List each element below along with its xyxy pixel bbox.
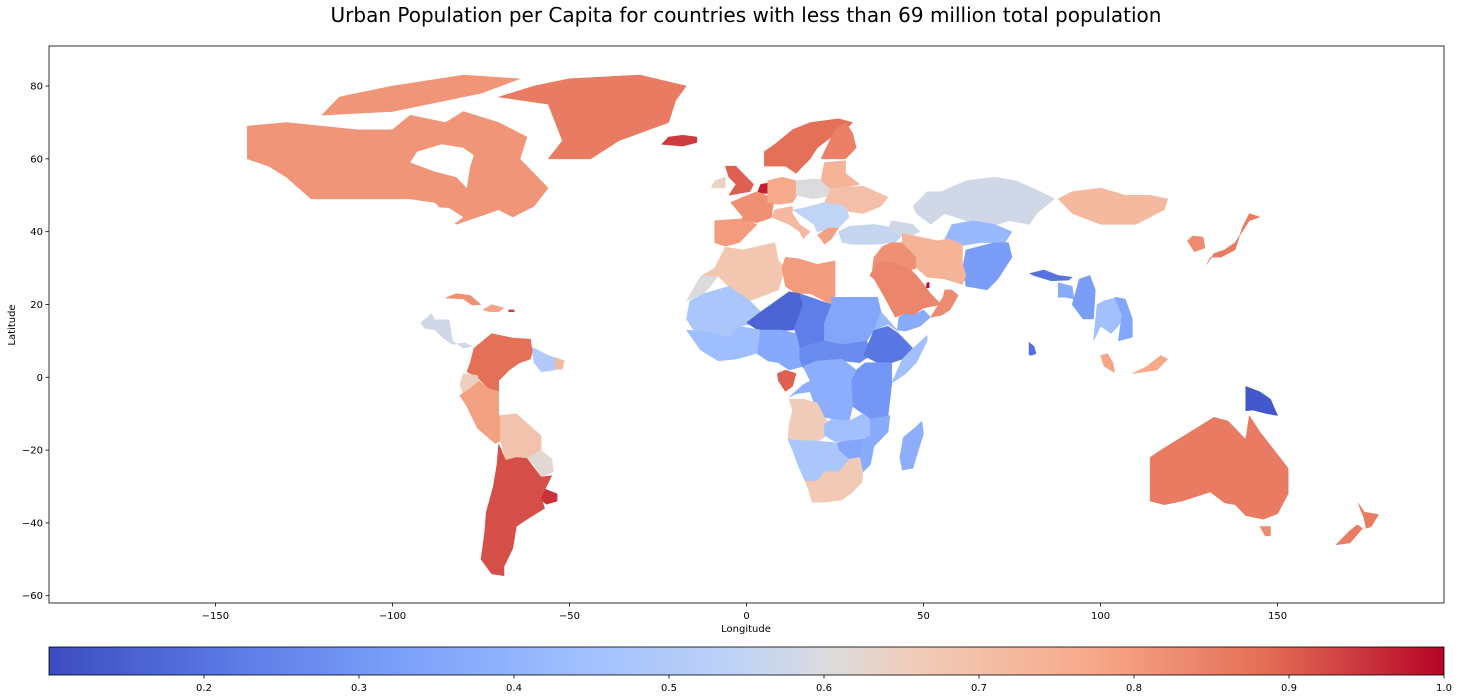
chart-title: Urban Population per Capita for countrie…: [331, 3, 1162, 27]
country-greece: [816, 227, 840, 245]
colorbar-tick-label: 0.6: [816, 683, 832, 694]
country-venezuela-colombia: [466, 333, 533, 393]
country-kenya-tanzania: [850, 362, 892, 420]
x-tick-label: −100: [379, 611, 406, 622]
country-paraguay: [526, 449, 554, 478]
country-tasmania: [1259, 526, 1271, 537]
y-axis-label: Latitude: [7, 304, 18, 345]
water-body: [410, 144, 474, 188]
country-italy: [770, 205, 811, 240]
country-hispaniola: [482, 304, 505, 313]
y-tick-label: 40: [30, 227, 43, 238]
country-baltics-belarus: [820, 160, 861, 191]
country-sri-lanka: [1028, 341, 1037, 356]
country-western-sahara: [685, 276, 719, 302]
colorbar-tick-label: 0.5: [661, 683, 677, 694]
country-korea: [1186, 235, 1206, 253]
country-canada-arctic: [320, 74, 520, 116]
country-afghanistan-pakistan: [962, 242, 1013, 291]
country-cuba-caribbean: [445, 293, 482, 306]
country-greenland: [498, 74, 687, 160]
country-bangladesh: [1057, 282, 1075, 300]
country-madagascar: [899, 420, 924, 471]
country-vietnam: [1114, 296, 1133, 342]
x-tick-label: 150: [1268, 611, 1287, 622]
y-axis-ticks: −60 −40 −20 0 20 40 60 80: [22, 82, 49, 602]
country-myanmar: [1071, 275, 1096, 320]
y-tick-label: −60: [22, 591, 43, 602]
country-guiana: [555, 356, 565, 370]
y-tick-label: 60: [30, 154, 43, 165]
country-mongolia: [1057, 187, 1169, 225]
country-germany-central: [767, 176, 800, 205]
colorbar-ticks: 0.2 0.3 0.4 0.5 0.6 0.7 0.8 0.9 1.0: [196, 675, 1452, 694]
country-japan: [1206, 213, 1261, 265]
country-uk: [724, 165, 754, 196]
x-tick-label: 0: [743, 611, 749, 622]
country-finland: [820, 122, 857, 160]
country-turkey-region: [838, 224, 903, 245]
country-balkans: [791, 202, 850, 232]
country-congo: [788, 358, 857, 422]
colorbar-tick-label: 0.8: [1126, 683, 1142, 694]
country-kazakhstan: [912, 176, 1055, 229]
country-somalia: [891, 334, 928, 384]
colorbar-tick-label: 0.7: [971, 683, 987, 694]
country-france: [730, 191, 776, 223]
y-tick-label: −40: [22, 518, 43, 529]
colorbar-tick-label: 0.2: [196, 683, 212, 694]
colorbar-tick-label: 0.3: [351, 683, 367, 694]
country-iceland-north-isle: [534, 74, 641, 87]
country-chile-argentina: [480, 443, 553, 576]
country-borneo-malaysia: [1132, 355, 1169, 374]
colorbar-tick-label: 1.0: [1436, 683, 1452, 694]
water-body: [420, 206, 464, 225]
country-nepal-bhutan: [1029, 269, 1073, 282]
country-oman: [930, 289, 959, 318]
country-malaysia: [1100, 353, 1116, 374]
colorbar: [48, 646, 1445, 676]
country-regions: [247, 74, 1379, 576]
country-iran: [902, 233, 967, 285]
country-iberia: [714, 218, 758, 247]
country-iceland: [660, 134, 698, 147]
y-tick-label: 20: [30, 300, 43, 311]
country-canada: [247, 111, 549, 225]
country-ireland: [710, 176, 726, 189]
country-australia: [1149, 414, 1289, 520]
country-mozambique: [859, 415, 891, 473]
country-puerto-rico: [508, 309, 515, 313]
country-gabon: [777, 369, 797, 392]
x-tick-label: 100: [1091, 611, 1110, 622]
country-south-africa: [804, 457, 864, 503]
country-png: [1245, 386, 1279, 416]
country-bolivia: [500, 413, 542, 461]
x-axis-label: Longitude: [721, 624, 771, 635]
country-caucasus: [887, 220, 921, 238]
y-tick-label: 0: [37, 373, 43, 384]
country-nigeria-cameroon: [756, 329, 804, 371]
country-eritrea-yemen-side: [873, 311, 899, 333]
colorbar-tick-label: 0.9: [1281, 683, 1297, 694]
country-yemen: [897, 309, 931, 332]
country-central-america: [420, 313, 473, 349]
x-tick-label: −150: [202, 611, 229, 622]
country-central-asia: [944, 220, 1013, 247]
y-tick-label: 80: [30, 82, 43, 93]
y-tick-label: −20: [22, 446, 43, 457]
colorbar-tick-label: 0.4: [506, 683, 522, 694]
x-axis-ticks: −150 −100 −50 0 50 100 150: [202, 603, 1287, 622]
country-nz-south: [1335, 524, 1363, 546]
country-nz-north: [1357, 502, 1379, 529]
x-tick-label: 50: [917, 611, 930, 622]
x-tick-label: −50: [559, 611, 580, 622]
country-qatar: [926, 281, 930, 288]
